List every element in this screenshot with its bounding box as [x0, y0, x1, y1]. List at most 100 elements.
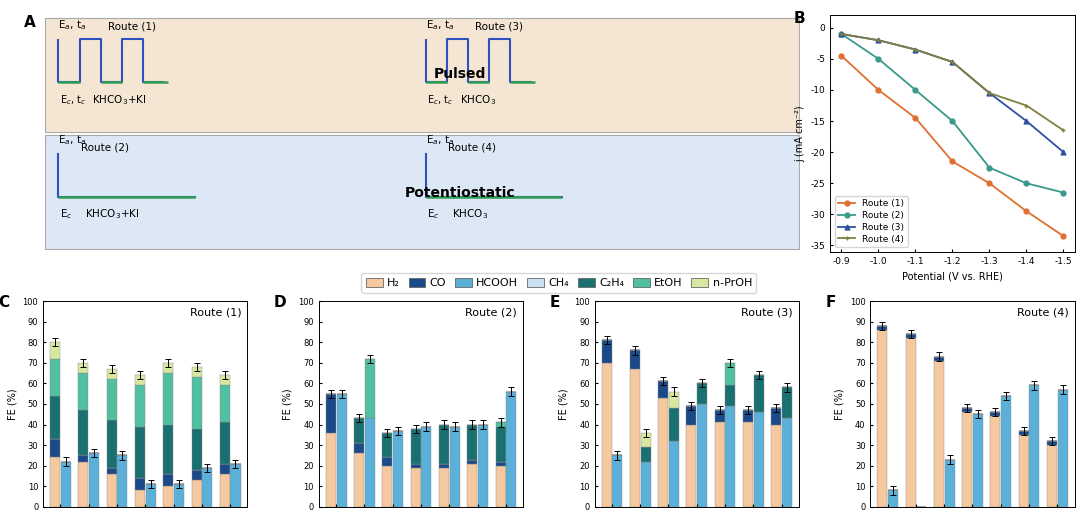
Route (3) — [946, 59, 959, 65]
Bar — [50, 458, 60, 507]
Route (2) — [1020, 180, 1032, 186]
Bar — [726, 406, 735, 507]
Text: E$_a$, t$_a$: E$_a$, t$_a$ — [58, 133, 86, 146]
Text: Route (4): Route (4) — [448, 142, 497, 153]
Bar — [888, 490, 897, 507]
Bar — [438, 424, 449, 464]
Bar — [354, 453, 364, 507]
Bar — [365, 359, 375, 418]
Text: E: E — [550, 295, 561, 310]
Route (3) — [1020, 118, 1032, 124]
Bar — [354, 418, 364, 443]
Text: Pulsed: Pulsed — [433, 68, 486, 81]
Bar — [163, 373, 173, 424]
Bar — [715, 410, 725, 422]
FancyBboxPatch shape — [44, 18, 799, 132]
Bar — [496, 462, 505, 466]
Route (1) — [1020, 208, 1032, 215]
Bar — [326, 433, 336, 507]
Line: Route (1): Route (1) — [839, 53, 1066, 239]
Route (4) — [909, 47, 922, 53]
Bar — [962, 412, 972, 507]
Bar — [50, 359, 60, 396]
Text: F: F — [825, 295, 836, 310]
Bar — [60, 462, 71, 507]
Text: Route (2): Route (2) — [465, 307, 517, 317]
Bar — [393, 431, 403, 507]
Line: Route (3): Route (3) — [839, 32, 1066, 155]
Bar — [905, 338, 916, 507]
Bar — [410, 468, 421, 507]
Bar — [697, 383, 707, 404]
Bar — [79, 455, 89, 462]
Bar — [905, 334, 916, 338]
Bar — [326, 394, 336, 433]
Text: E$_c$, t$_c$: E$_c$, t$_c$ — [59, 93, 86, 106]
Line: Route (2): Route (2) — [839, 32, 1066, 195]
Bar — [118, 455, 127, 507]
Text: Route (1): Route (1) — [108, 22, 156, 32]
Bar — [421, 426, 431, 507]
Text: KHCO$_3$+KI: KHCO$_3$+KI — [85, 207, 139, 221]
FancyBboxPatch shape — [44, 135, 799, 249]
Bar — [79, 462, 89, 507]
Bar — [107, 474, 117, 507]
Bar — [743, 422, 753, 507]
Bar — [934, 357, 944, 361]
Route (2) — [983, 165, 996, 171]
Bar — [230, 464, 241, 507]
Legend: Route (1), Route (2), Route (3), Route (4): Route (1), Route (2), Route (3), Route (… — [835, 196, 907, 247]
Text: Route (1): Route (1) — [190, 307, 241, 317]
Text: E$_a$, t$_a$: E$_a$, t$_a$ — [426, 18, 454, 32]
Bar — [163, 486, 173, 507]
Bar — [79, 373, 89, 410]
Bar — [687, 424, 697, 507]
Bar — [496, 426, 505, 462]
Legend: H₂, CO, HCOOH, CH₄, C₂H₄, EtOH, n-PrOH: H₂, CO, HCOOH, CH₄, C₂H₄, EtOH, n-PrOH — [362, 273, 756, 292]
Bar — [468, 424, 477, 460]
Bar — [220, 375, 230, 386]
Route (2) — [1057, 189, 1070, 196]
Bar — [602, 363, 611, 507]
Bar — [438, 464, 449, 468]
Bar — [496, 422, 505, 426]
Bar — [962, 408, 972, 412]
Text: E$_a$, t$_a$: E$_a$, t$_a$ — [58, 18, 86, 32]
Y-axis label: FE (%): FE (%) — [283, 388, 293, 420]
Bar — [754, 375, 764, 412]
Bar — [163, 474, 173, 486]
Bar — [754, 412, 764, 507]
Y-axis label: FE (%): FE (%) — [834, 388, 845, 420]
Bar — [640, 433, 650, 447]
Bar — [468, 464, 477, 507]
Route (1) — [983, 180, 996, 186]
Bar — [1029, 386, 1039, 507]
Bar — [782, 388, 792, 418]
Bar — [202, 468, 213, 507]
Bar — [468, 460, 477, 464]
Text: B: B — [794, 11, 806, 26]
Bar — [382, 458, 392, 466]
Bar — [191, 367, 202, 377]
Bar — [135, 386, 145, 426]
Bar — [1047, 445, 1057, 507]
Bar — [135, 375, 145, 386]
Y-axis label: j (mA cm⁻²): j (mA cm⁻²) — [795, 105, 806, 162]
Bar — [163, 424, 173, 474]
Bar — [640, 462, 650, 507]
Bar — [877, 326, 888, 330]
Bar — [89, 453, 99, 507]
Bar — [669, 392, 679, 408]
Bar — [135, 478, 145, 490]
Text: E$_a$, t$_a$: E$_a$, t$_a$ — [426, 133, 454, 146]
Bar — [449, 426, 460, 507]
Bar — [771, 424, 781, 507]
Bar — [697, 404, 707, 507]
Route (4) — [1020, 102, 1032, 109]
Text: E$_c$, t$_c$: E$_c$, t$_c$ — [427, 93, 454, 106]
Bar — [658, 398, 669, 507]
Bar — [612, 455, 622, 507]
Bar — [602, 340, 611, 363]
Bar — [382, 466, 392, 507]
Route (3) — [983, 90, 996, 96]
